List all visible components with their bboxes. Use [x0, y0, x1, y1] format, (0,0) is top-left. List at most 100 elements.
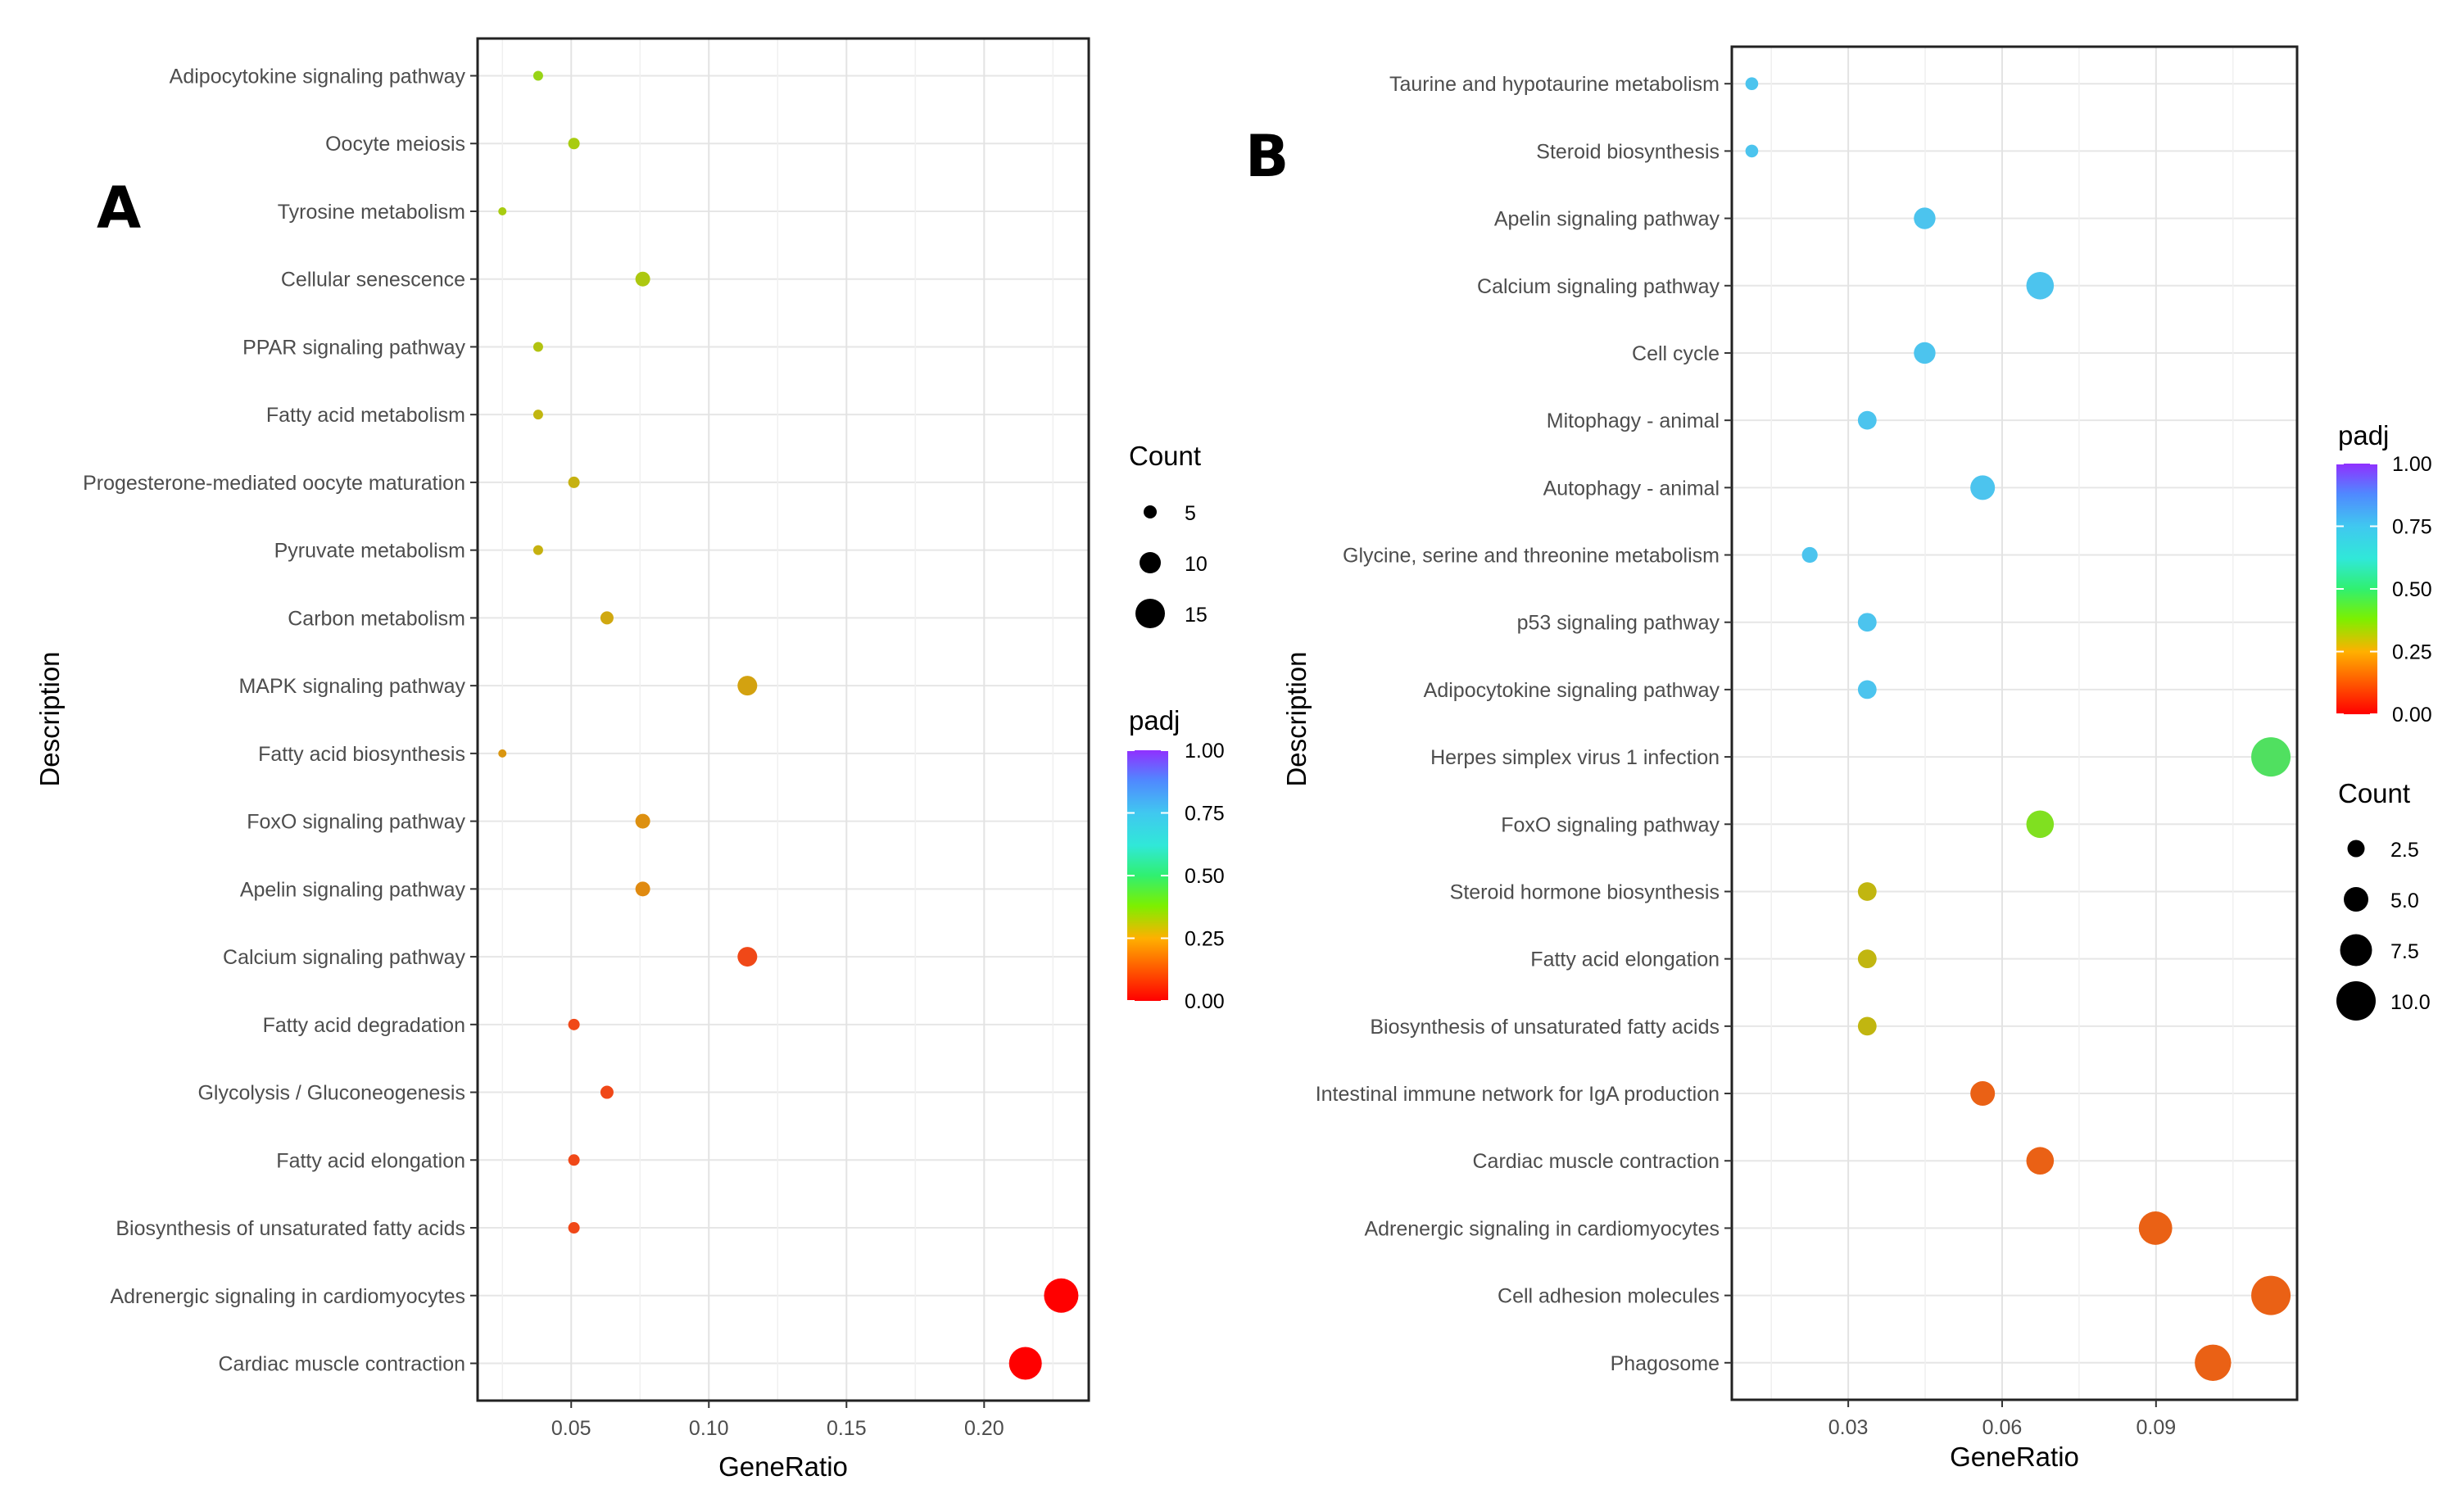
- plot-area: [478, 38, 1089, 1401]
- x-tick-label: 0.05: [551, 1417, 591, 1440]
- chart-root: A Adipocytokine signaling pathway Oocyte m…: [34, 37, 2432, 1482]
- data-point: [1008, 1347, 1042, 1380]
- x-tick-label: 0.20: [964, 1417, 1004, 1440]
- data-point: [600, 1085, 614, 1099]
- y-tick-label: Fatty acid elongation: [1530, 948, 1720, 971]
- y-tick-label: Progesterone-mediated oocyte maturation: [83, 472, 465, 495]
- legend-padj-label: 1.00: [1185, 740, 1225, 763]
- plot-border: [1730, 45, 2299, 1401]
- legend-count: Count 5 10 15: [1129, 441, 1208, 628]
- data-point: [1857, 410, 1877, 430]
- y-tick-label: Cell cycle: [1632, 342, 1720, 365]
- legend-padj-title: padj: [1129, 705, 1180, 736]
- data-point: [737, 947, 758, 967]
- x-axis: 0.05 0.10 0.15 0.20: [551, 1401, 1004, 1440]
- grid: [478, 38, 1089, 1401]
- data-point: [2251, 737, 2291, 777]
- y-axis: Taurine and hypotaurine metabolism Steroi…: [1316, 73, 1732, 1375]
- y-tick-label: PPAR signaling pathway: [242, 336, 465, 359]
- y-tick-label: MAPK signaling pathway: [238, 675, 465, 698]
- y-tick-label: Adipocytokine signaling pathway: [170, 66, 466, 88]
- x-axis: 0.03 0.06 0.09: [1828, 1400, 2176, 1439]
- legend-padj-label: 0.75: [1185, 803, 1225, 826]
- data-point: [568, 1018, 580, 1030]
- legend-count-label: 10.0: [2390, 991, 2431, 1014]
- y-tick-label: Taurine and hypotaurine metabolism: [1389, 73, 1720, 96]
- grid: [1732, 47, 2297, 1400]
- legend-count-key: [2340, 934, 2372, 967]
- y-tick-label: Adrenergic signaling in cardiomyocytes: [1364, 1217, 1720, 1240]
- x-tick-label: 0.09: [2136, 1416, 2176, 1439]
- data-point: [737, 676, 758, 696]
- legend-padj-label: 0.00: [1185, 990, 1225, 1013]
- y-tick-label: FoxO signaling pathway: [1501, 813, 1720, 836]
- data-point: [2026, 810, 2055, 839]
- data-point: [568, 1154, 580, 1166]
- data-point: [2026, 1147, 2055, 1175]
- data-point: [1745, 77, 1759, 91]
- data-point: [600, 611, 614, 625]
- data-point: [2138, 1211, 2173, 1245]
- legend-count-key: [2336, 981, 2376, 1021]
- data-point: [1970, 1081, 1996, 1107]
- data-point: [1745, 144, 1759, 158]
- plot-border: [476, 37, 1090, 1402]
- data-point: [498, 206, 507, 215]
- y-tick-label: Adrenergic signaling in cardiomyocytes: [110, 1285, 465, 1308]
- y-tick-label: Fatty acid metabolism: [266, 404, 465, 427]
- y-tick-label: Carbon metabolism: [288, 607, 465, 630]
- y-tick-label: Oocyte meiosis: [325, 133, 465, 156]
- data-point: [532, 342, 543, 352]
- y-tick-label: Cell adhesion molecules: [1498, 1285, 1720, 1308]
- legend-count-key: [1140, 552, 1161, 573]
- data-point: [1970, 475, 1996, 500]
- legend-count-label: 15: [1185, 604, 1208, 627]
- x-axis-title: GeneRatio: [1950, 1442, 2079, 1472]
- data-point: [1914, 207, 1936, 229]
- panel-b: B Taurine and hypotaurine metabolism Stero…: [1245, 45, 2432, 1472]
- data-point: [498, 749, 507, 758]
- legend-padj-title: padj: [2338, 420, 2389, 450]
- x-tick-label: 0.15: [827, 1417, 867, 1440]
- legend-padj-label: 0.50: [1185, 865, 1225, 888]
- y-tick-label: Tyrosine metabolism: [278, 201, 465, 224]
- y-tick-label: Biosynthesis of unsaturated fatty acids: [116, 1217, 465, 1240]
- legend-count-title: Count: [2338, 778, 2410, 808]
- x-tick-label: 0.06: [1982, 1416, 2023, 1439]
- data-point: [1914, 342, 1936, 364]
- y-tick-label: Calcium signaling pathway: [1477, 275, 1720, 298]
- data-point: [568, 1222, 580, 1234]
- legend-count-title: Count: [1129, 441, 1201, 471]
- data-point: [1857, 1016, 1877, 1036]
- y-tick-label: Calcium signaling pathway: [223, 946, 465, 969]
- y-tick-label: Steroid hormone biosynthesis: [1450, 880, 1720, 903]
- legend-padj-label: 0.25: [1185, 928, 1225, 951]
- y-tick-label: Herpes simplex virus 1 infection: [1430, 746, 1720, 769]
- x-tick-label: 0.03: [1828, 1416, 1869, 1439]
- data-point: [532, 70, 543, 81]
- y-tick-label: Adipocytokine signaling pathway: [1424, 679, 1720, 702]
- legend-count-label: 2.5: [2390, 839, 2419, 862]
- data-point: [635, 271, 650, 287]
- y-tick-label: Biosynthesis of unsaturated fatty acids: [1370, 1016, 1720, 1039]
- panel-letter: B: [1245, 123, 1289, 190]
- data-point: [568, 138, 580, 150]
- y-tick-label: Cardiac muscle contraction: [1472, 1150, 1720, 1173]
- plot-area: [1732, 47, 2297, 1400]
- y-tick-label: Pyruvate metabolism: [274, 540, 465, 563]
- legend-count-label: 5.0: [2390, 890, 2419, 912]
- legend-padj-label: 0.25: [2392, 641, 2432, 664]
- y-tick-label: Cardiac muscle contraction: [218, 1352, 465, 1375]
- y-tick-label: Fatty acid degradation: [263, 1014, 465, 1037]
- panel-a: A Adipocytokine signaling pathway Oocyte m…: [34, 37, 1225, 1482]
- legend-count: Count 2.5 5.0 7.5 10.0: [2336, 778, 2431, 1021]
- data-point: [532, 410, 543, 420]
- legend-count-key: [1135, 599, 1165, 628]
- data-point: [1857, 680, 1877, 699]
- data-point: [1801, 546, 1818, 564]
- y-tick-label: Mitophagy - animal: [1547, 410, 1720, 432]
- data-point: [2195, 1344, 2232, 1381]
- y-tick-label: Fatty acid biosynthesis: [258, 743, 465, 766]
- panel-letter: A: [97, 174, 141, 242]
